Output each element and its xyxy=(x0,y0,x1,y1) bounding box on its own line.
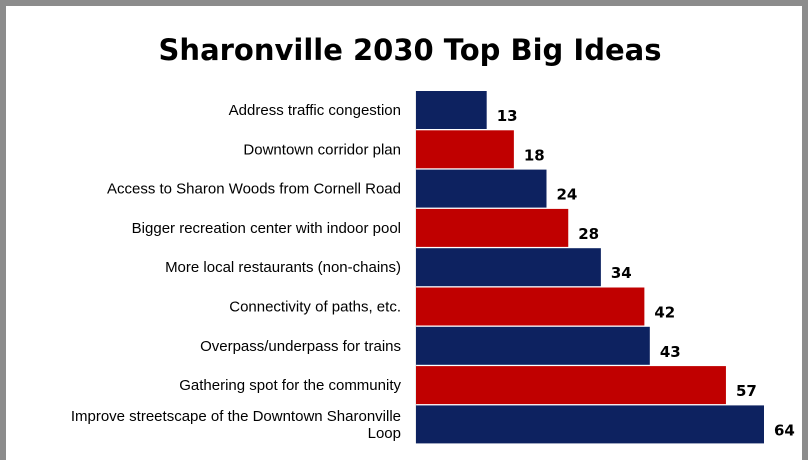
category-label-9-line-2: Loop xyxy=(368,425,401,442)
bar-4 xyxy=(416,208,569,247)
data-label-5: 34 xyxy=(611,264,632,282)
data-label-4: 28 xyxy=(578,225,599,243)
category-label-4: Bigger recreation center with indoor poo… xyxy=(132,220,401,237)
category-label-2: Downtown corridor plan xyxy=(243,141,401,158)
bar-8 xyxy=(416,366,726,405)
category-label-7: Overpass/underpass for trains xyxy=(200,338,401,355)
data-label-7: 43 xyxy=(660,343,681,361)
bar-7 xyxy=(416,326,650,365)
category-label-9-line-1: Improve streetscape of the Downtown Shar… xyxy=(71,408,401,425)
data-label-1: 13 xyxy=(497,107,518,125)
data-label-6: 42 xyxy=(654,304,675,322)
category-label-1: Address traffic congestion xyxy=(229,102,401,119)
category-label-6: Connectivity of paths, etc. xyxy=(229,299,401,316)
bar-3 xyxy=(416,169,547,208)
bar-5 xyxy=(416,248,601,287)
bar-9 xyxy=(416,405,764,444)
bars-group: 13 Address traffic congestion 18 Downtown c… xyxy=(71,91,795,444)
category-label-3: Access to Sharon Woods from Cornell Road xyxy=(107,181,401,198)
category-label-8: Gathering spot for the community xyxy=(179,377,401,394)
category-label-5: More local restaurants (non-chains) xyxy=(165,259,401,276)
data-label-2: 18 xyxy=(524,146,545,164)
bar-2 xyxy=(416,130,514,169)
bar-1 xyxy=(416,91,487,129)
data-label-3: 24 xyxy=(557,186,578,204)
bar-6 xyxy=(416,287,645,326)
chart-title: Sharonville 2030 Top Big Ideas xyxy=(159,33,662,67)
data-label-9: 64 xyxy=(774,421,795,439)
data-label-8: 57 xyxy=(736,382,757,400)
